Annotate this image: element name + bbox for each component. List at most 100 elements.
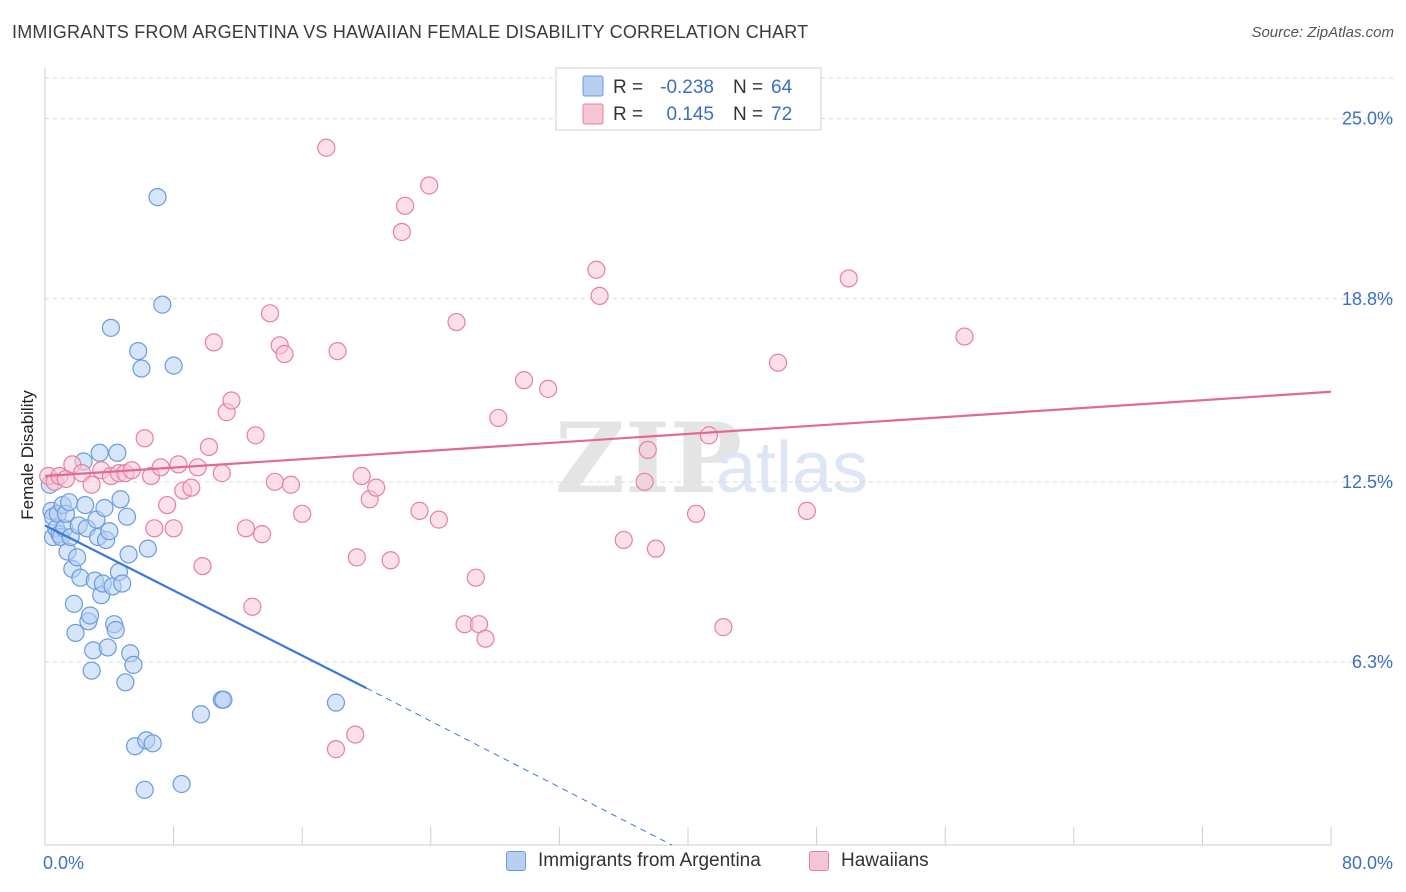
point-argentina: [90, 443, 109, 462]
point-hawaiians: [281, 475, 301, 494]
gridlines: [45, 77, 1395, 663]
y-tick-labels: 6.3% 12.5% 18.8% 25.0%: [1342, 109, 1393, 672]
legend-swatch-hawaiians: [809, 851, 829, 871]
point-argentina: [214, 690, 233, 709]
legend-r-value-2: 0.145: [666, 104, 714, 125]
point-hawaiians: [420, 176, 439, 195]
legend-n-value-1: 64: [771, 77, 793, 98]
point-hawaiians: [222, 391, 241, 410]
point-hawaiians: [169, 455, 188, 474]
data-points: [39, 138, 974, 799]
point-hawaiians: [489, 408, 508, 428]
point-hawaiians: [158, 495, 177, 515]
point-argentina: [172, 774, 191, 794]
point-hawaiians: [346, 725, 365, 744]
point-argentina: [101, 318, 121, 337]
point-hawaiians: [429, 510, 448, 529]
point-argentina: [82, 661, 101, 680]
point-hawaiians: [955, 327, 974, 346]
legend-swatch-pink: [582, 103, 604, 125]
point-hawaiians: [145, 519, 164, 538]
point-hawaiians: [514, 371, 534, 390]
point-hawaiians: [367, 478, 386, 497]
x-tick-label-max: 80.0%: [1342, 853, 1393, 873]
x-tick-label-min: 0.0%: [43, 853, 84, 873]
legend-n-value-2: 72: [771, 104, 792, 125]
point-hawaiians: [275, 344, 294, 364]
bottom-legend: Immigrants from Argentina Hawaiians: [0, 850, 1406, 880]
point-hawaiians: [82, 475, 101, 494]
point-hawaiians: [317, 138, 336, 157]
point-argentina: [138, 539, 157, 558]
point-hawaiians: [646, 539, 665, 558]
trend-line-hawaiians: [44, 390, 1332, 478]
point-hawaiians: [714, 618, 733, 637]
point-hawaiians: [260, 304, 280, 323]
point-argentina: [113, 574, 132, 593]
legend-r-value-1: -0.238: [660, 77, 714, 98]
point-hawaiians: [326, 740, 346, 759]
point-hawaiians: [293, 504, 312, 523]
point-argentina: [119, 545, 138, 564]
y-tick-label: 25.0%: [1342, 109, 1393, 129]
point-hawaiians: [797, 501, 817, 520]
point-argentina: [143, 734, 162, 753]
point-hawaiians: [638, 440, 657, 459]
point-hawaiians: [199, 437, 219, 457]
point-hawaiians: [246, 426, 265, 445]
point-hawaiians: [476, 629, 495, 648]
point-hawaiians: [182, 478, 201, 497]
trend-line-argentina: [44, 524, 367, 690]
legend-label-hawaiians: Hawaiians: [841, 850, 929, 871]
trend-lines: [44, 390, 1332, 846]
point-argentina: [98, 638, 117, 657]
point-hawaiians: [699, 426, 718, 445]
point-hawaiians: [328, 341, 347, 361]
point-argentina: [100, 522, 119, 541]
legend-swatch-blue: [582, 75, 604, 97]
point-hawaiians: [590, 286, 609, 305]
point-argentina: [64, 594, 84, 613]
y-tick-label: 6.3%: [1352, 652, 1393, 672]
point-argentina: [326, 693, 346, 712]
point-argentina: [132, 359, 151, 378]
point-argentina: [60, 493, 79, 512]
legend-n-label-2: N =: [733, 104, 763, 125]
point-argentina: [76, 495, 95, 515]
point-argentina: [68, 548, 87, 567]
point-hawaiians: [447, 312, 466, 332]
x-tick-labels: 0.0% 80.0%: [43, 853, 1393, 873]
point-hawaiians: [352, 466, 371, 486]
point-hawaiians: [539, 379, 558, 398]
point-argentina: [116, 673, 135, 692]
point-hawaiians: [265, 472, 284, 491]
point-argentina: [66, 623, 85, 643]
legend-item-argentina: Immigrants from Argentina: [506, 850, 761, 872]
legend-n-label-1: N =: [733, 77, 763, 98]
point-hawaiians: [204, 333, 223, 352]
legend-swatch-argentina: [506, 851, 526, 871]
y-tick-label: 12.5%: [1342, 472, 1393, 492]
point-hawaiians: [212, 464, 231, 483]
point-hawaiians: [392, 222, 411, 242]
point-argentina: [148, 188, 167, 207]
point-hawaiians: [243, 597, 262, 616]
point-argentina: [95, 498, 114, 518]
point-hawaiians: [252, 525, 272, 544]
point-hawaiians: [381, 551, 400, 570]
legend-item-hawaiians: Hawaiians: [809, 850, 929, 872]
point-argentina: [164, 356, 183, 375]
point-hawaiians: [839, 269, 858, 288]
legend-r-label-1: R =: [613, 77, 643, 98]
point-argentina: [124, 655, 143, 674]
point-hawaiians: [164, 519, 183, 538]
point-hawaiians: [466, 568, 485, 587]
y-axis-title: Female Disability: [18, 390, 37, 520]
legend-label-argentina: Immigrants from Argentina: [538, 850, 761, 871]
point-argentina: [108, 443, 127, 462]
trend-line-argentina-extension: [366, 687, 673, 846]
point-hawaiians: [587, 260, 606, 279]
point-argentina: [80, 606, 100, 625]
chart-title: IMMIGRANTS FROM ARGENTINA VS HAWAIIAN FE…: [12, 22, 809, 42]
